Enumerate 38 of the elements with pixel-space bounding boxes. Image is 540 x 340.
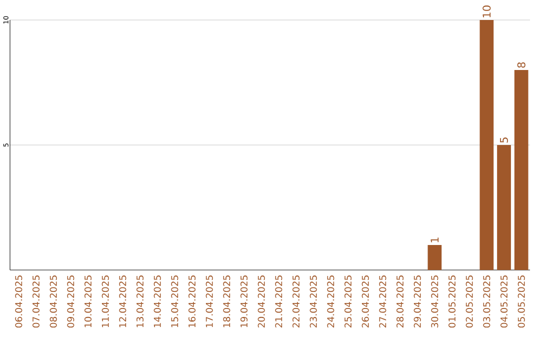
data-label: 1 xyxy=(430,238,439,242)
x-tick-label: 14.04.2025 xyxy=(154,276,161,328)
bar xyxy=(497,145,511,270)
x-tick-label: 04.05.2025 xyxy=(500,276,508,328)
x-tick-label: 03.05.2025 xyxy=(483,276,490,328)
x-tick-label: 20.04.2025 xyxy=(258,276,265,328)
x-tick-label: 02.05.2025 xyxy=(466,276,473,328)
x-tick-label: 07.04.2025 xyxy=(32,276,40,328)
x-tick-label: 05.05.2025 xyxy=(518,276,525,328)
x-tick-label: 10.04.2025 xyxy=(84,276,92,328)
x-tick-label: 09.04.2025 xyxy=(67,276,74,328)
x-tick-label: 23.04.2025 xyxy=(310,276,317,328)
x-tick-label: 21.04.2025 xyxy=(275,276,282,328)
x-tick-label: 17.04.2025 xyxy=(206,276,213,328)
x-tick-label: 30.04.2025 xyxy=(431,276,438,328)
x-tick-label: 25.04.2025 xyxy=(344,276,352,328)
x-tick-label: 11.04.2025 xyxy=(102,276,109,328)
x-tick-label: 27.04.2025 xyxy=(379,276,386,328)
x-tick-label: 26.04.2025 xyxy=(362,276,369,328)
x-tick-label: 28.04.2025 xyxy=(396,276,404,328)
x-tick-label: 18.04.2025 xyxy=(223,276,230,328)
data-label: 10 xyxy=(482,6,491,18)
x-tick-label: 16.04.2025 xyxy=(188,276,196,328)
x-tick-label: 01.05.2025 xyxy=(448,276,456,328)
bar xyxy=(428,245,442,270)
x-tick-label: 13.04.2025 xyxy=(136,276,144,328)
data-label: 8 xyxy=(517,62,526,68)
x-tick-label: 29.04.2025 xyxy=(414,276,421,328)
x-tick-label: 19.04.2025 xyxy=(240,276,248,328)
x-tick-label: 08.04.2025 xyxy=(50,276,57,328)
x-tick-label: 06.04.2025 xyxy=(15,276,22,328)
x-tick-label: 12.04.2025 xyxy=(119,276,126,328)
data-label: 5 xyxy=(500,138,508,143)
x-tick-label: 15.04.2025 xyxy=(171,276,178,328)
bar xyxy=(480,20,494,270)
x-tick-label: 24.04.2025 xyxy=(327,276,334,328)
x-tick-label: 22.04.2025 xyxy=(292,276,300,328)
bar xyxy=(514,70,528,270)
